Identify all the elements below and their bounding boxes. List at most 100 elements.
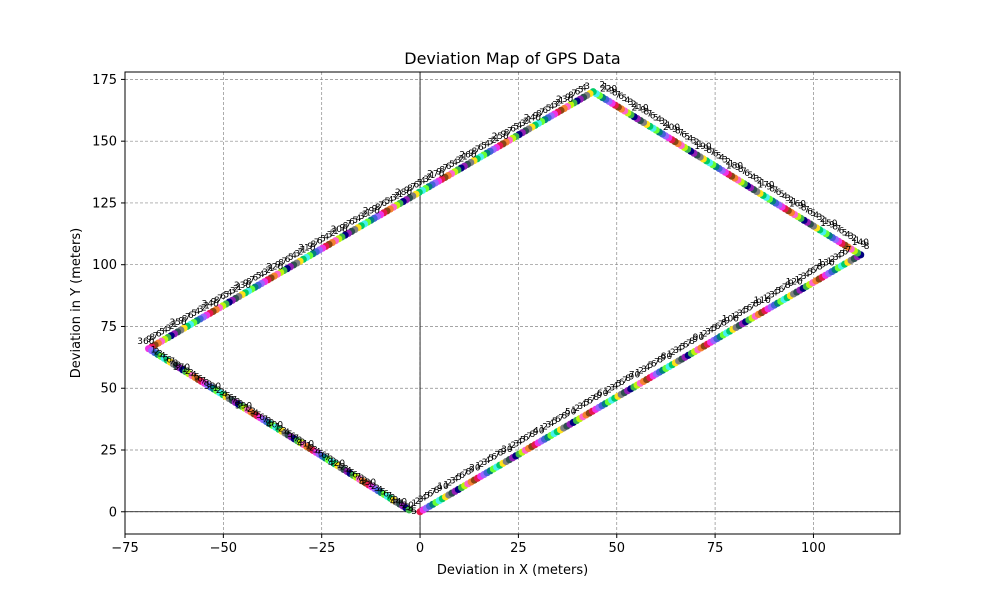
gps-point-label: 320 [266, 262, 283, 272]
gps-point-label: 7 [185, 313, 191, 323]
gps-point-label: 6 [650, 111, 656, 121]
gps-point-label: 5 [807, 268, 813, 278]
gps-point-label: 2 [734, 311, 740, 321]
gps-point-label: 6 [779, 285, 785, 295]
gps-point-label: 4 [160, 351, 166, 361]
gps-point-label: 5 [810, 209, 816, 219]
gps-point-label: 1 [475, 462, 481, 472]
gps-point-label: 6 [681, 131, 687, 141]
y-tick-label: 125 [92, 196, 117, 211]
gps-point-label: 5 [352, 216, 358, 226]
gps-point-label: 9 [331, 457, 337, 467]
x-tick-label: −75 [111, 541, 138, 556]
gps-point-label: 2 [491, 136, 497, 146]
gps-point-label: 3 [514, 439, 520, 449]
x-tick-label: −50 [210, 541, 237, 556]
gps-point-label: 4 [782, 192, 788, 202]
gps-point-label: 5 [287, 430, 293, 440]
gps-point-label: 0 [408, 501, 414, 511]
y-axis-ticks: 0 25 50 75 100 125 150 175 [92, 73, 125, 520]
gps-point-label: 5 [546, 104, 552, 114]
y-tick-label: 0 [109, 505, 117, 520]
gps-point-label: 2 [702, 329, 708, 339]
gps-point-label: 4 [813, 211, 819, 221]
gps-point-label: 3 [754, 175, 760, 185]
gps-point-label: 4 [625, 96, 631, 106]
gps-point-label: 7 [431, 488, 437, 498]
gps-point-label: 7 [526, 432, 532, 442]
gps-point-label: 9 [211, 298, 217, 308]
gps-point-label: 6 [651, 359, 657, 369]
gps-point-label: 80 [661, 352, 673, 362]
gps-point-label: 6 [523, 434, 529, 444]
gps-point-label: 9 [640, 106, 646, 116]
gps-point-label: 5 [743, 305, 749, 315]
gps-point-label: 9 [469, 465, 475, 475]
gps-point-label: 9 [861, 240, 867, 250]
gps-point-label: 8 [753, 300, 759, 310]
gps-point-label: 8 [358, 474, 364, 484]
gps-point-label: 5 [716, 152, 722, 162]
gps-point-label: 400 [266, 421, 283, 431]
gps-point-label: 5 [680, 343, 686, 353]
gps-point-label: 8 [327, 455, 333, 465]
x-tick-label: 75 [707, 541, 724, 556]
gps-point-label: 7 [293, 434, 299, 444]
gps-point-label: 9 [703, 144, 709, 154]
gps-point-label: 2 [606, 385, 612, 395]
gps-point-label: 2 [446, 478, 452, 488]
gps-point-label: 180 [726, 161, 743, 171]
gps-point-label: 9 [724, 316, 730, 326]
gps-point-label: 230 [556, 95, 573, 105]
gps-point-label: 5 [520, 436, 526, 446]
gps-point-label: 3 [520, 119, 526, 129]
gps-point-label: 6 [478, 143, 484, 153]
gps-point-label: 3 [327, 231, 333, 241]
gps-point-label: 8 [657, 356, 663, 366]
gps-point-label: 6 [542, 106, 548, 116]
gps-point-label: 5 [456, 473, 462, 483]
gps-point-label: 1 [634, 102, 640, 112]
x-tick-label: 25 [510, 541, 527, 556]
gps-point-label: 7 [678, 129, 684, 139]
gps-point-label: 4 [644, 363, 650, 373]
gps-point-label: 4 [708, 326, 714, 336]
gps-point-label: 4 [484, 139, 490, 149]
gps-point-label: 5 [621, 94, 627, 104]
gps-point-label: 1 [667, 350, 673, 360]
gps-point [405, 506, 413, 514]
gps-point-label: 8 [343, 221, 349, 231]
gps-point-label: 280 [395, 188, 412, 198]
gps-point-label: 6 [252, 274, 258, 284]
gps-point-label: 4 [194, 307, 200, 317]
gps-point-label: 4 [191, 371, 197, 381]
gps-point-label: 8 [310, 240, 316, 250]
gps-point-label: 6 [349, 218, 355, 228]
gps-point-label: 9 [437, 484, 443, 494]
gps-point-label: 6 [290, 432, 296, 442]
gps-point-label: 7 [615, 90, 621, 100]
gps-point-label: 270 [427, 169, 444, 179]
gps-point-label: 8 [439, 166, 445, 176]
gps-point-label: 8 [375, 203, 381, 213]
gps-point-label: 8 [817, 262, 823, 272]
gps-point-label: 8 [472, 147, 478, 157]
gps-point-label: 8 [675, 127, 681, 137]
gps-point-label: 5 [385, 197, 391, 207]
gps-point-label: 5 [159, 328, 165, 338]
gps-point-label: 8 [706, 146, 712, 156]
gps-point-label: 4 [259, 270, 265, 280]
gps-point-label: 3 [659, 117, 665, 127]
gps-point-label: 5 [481, 141, 487, 151]
y-tick-label: 150 [92, 135, 117, 150]
gps-point-label: 260 [459, 151, 476, 161]
gps-point-label: 8 [561, 411, 567, 421]
gps-point-label: 4 [315, 447, 321, 457]
gps-point-label: 1 [763, 294, 769, 304]
gps-point-label: 4 [291, 251, 297, 261]
x-tick-label: −25 [308, 541, 335, 556]
gps-point-label: 6 [188, 311, 194, 321]
gps-point-label: 2 [265, 266, 271, 276]
gps-point-label: 7 [443, 164, 449, 174]
